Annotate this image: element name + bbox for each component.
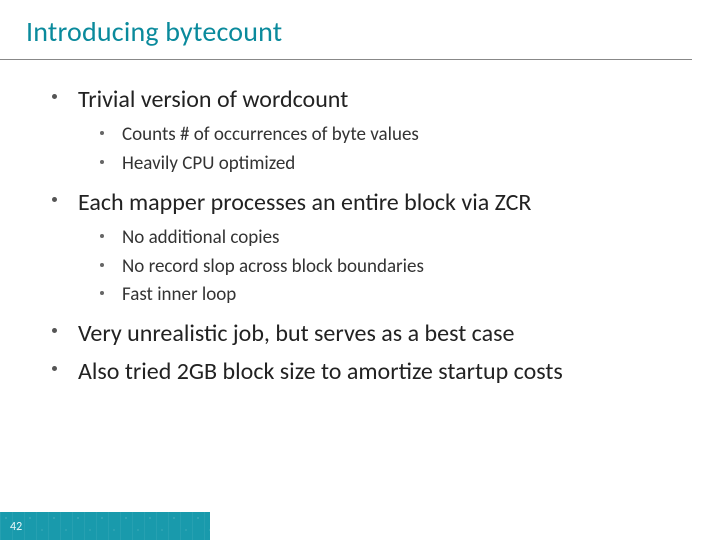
bullet-icon <box>100 234 104 238</box>
sub-list: Counts # of occurrences of byte values H… <box>100 122 680 176</box>
sub-list: No additional copies No record slop acro… <box>100 225 680 308</box>
bullet-icon <box>100 263 104 267</box>
sub-list-item-text: Fast inner loop <box>122 283 236 306</box>
sub-list-item: Fast inner loop <box>100 282 680 308</box>
bullet-icon <box>100 131 104 135</box>
list-item: Trivial version of wordcount Counts # of… <box>52 84 680 177</box>
slide: Introducing bytecount Trivial version of… <box>0 0 720 540</box>
list-item-text: Also tried 2GB block size to amortize st… <box>78 357 563 386</box>
bullet-icon <box>100 160 104 164</box>
list-item-text: Very unrealistic job, but serves as a be… <box>78 319 514 348</box>
slide-content: Trivial version of wordcount Counts # of… <box>0 60 720 389</box>
footer-bar <box>0 512 210 540</box>
sub-list-item-text: Heavily CPU optimized <box>122 152 295 175</box>
title-region: Introducing bytecount <box>0 0 692 60</box>
bullet-list: Trivial version of wordcount Counts # of… <box>52 84 680 389</box>
sub-list-item: Counts # of occurrences of byte values <box>100 122 680 148</box>
list-item-text: Trivial version of wordcount <box>78 85 348 114</box>
bullet-icon <box>52 197 57 202</box>
sub-list-item: No record slop across block boundaries <box>100 254 680 280</box>
bullet-icon <box>100 291 104 295</box>
sub-list-item-text: No record slop across block boundaries <box>122 255 424 278</box>
sub-list-item: Heavily CPU optimized <box>100 151 680 177</box>
sub-list-item: No additional copies <box>100 225 680 251</box>
bullet-icon <box>52 94 57 99</box>
list-item: Very unrealistic job, but serves as a be… <box>52 318 680 350</box>
list-item: Each mapper processes an entire block vi… <box>52 187 680 308</box>
bullet-icon <box>52 328 57 333</box>
sub-list-item-text: Counts # of occurrences of byte values <box>122 123 419 146</box>
footer-pattern <box>0 512 210 540</box>
bullet-icon <box>52 366 57 371</box>
list-item: Also tried 2GB block size to amortize st… <box>52 356 680 388</box>
sub-list-item-text: No additional copies <box>122 226 279 249</box>
list-item-text: Each mapper processes an entire block vi… <box>78 188 531 217</box>
slide-title: Introducing bytecount <box>26 14 692 49</box>
page-number: 42 <box>10 520 22 534</box>
